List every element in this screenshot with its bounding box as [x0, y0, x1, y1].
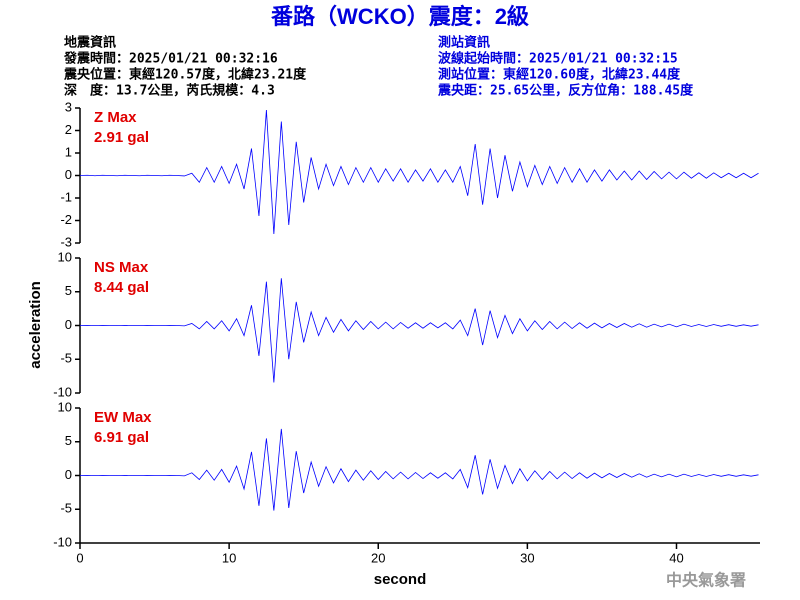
- panel-label: EW Max: [94, 409, 152, 426]
- y-tick-label: -5: [60, 501, 72, 516]
- y-tick-label: 0: [65, 167, 72, 182]
- info-line: 震央距：25.65公里，反方位角：188.45度: [437, 83, 694, 99]
- y-tick-label: 1: [65, 144, 72, 159]
- panel-max: 8.44 gal: [94, 279, 149, 296]
- y-tick-label: 3: [65, 99, 72, 114]
- info-line: 地震資訊: [64, 35, 116, 51]
- info-line: 測站資訊: [438, 35, 490, 51]
- panel-label: NS Max: [94, 259, 149, 276]
- panel-max: 2.91 gal: [94, 129, 149, 146]
- info-line: 震央位置：東經120.57度，北緯23.21度: [63, 67, 307, 83]
- y-tick-label: 5: [65, 283, 72, 298]
- y-tick-label: 2: [65, 122, 72, 137]
- y-tick-label: -5: [60, 351, 72, 366]
- x-tick-label: 30: [520, 550, 534, 565]
- y-tick-label: 10: [58, 249, 72, 264]
- info-line: 測站位置：東經120.60度，北緯23.44度: [438, 67, 681, 83]
- y-tick-label: 0: [65, 467, 72, 482]
- y-tick-label: -2: [60, 212, 72, 227]
- y-tick-label: 10: [58, 399, 72, 414]
- y-tick-label: -10: [53, 534, 72, 549]
- x-axis-label: second: [374, 571, 427, 588]
- y-tick-label: -10: [53, 384, 72, 399]
- panel-label: Z Max: [94, 109, 137, 126]
- info-line: 深 度：13.7公里，芮氏規模：4.3: [64, 83, 275, 99]
- x-tick-label: 40: [669, 550, 683, 565]
- x-tick-label: 20: [371, 550, 385, 565]
- y-tick-label: 0: [65, 317, 72, 332]
- panel-max: 6.91 gal: [94, 429, 149, 446]
- waveform: [79, 428, 759, 511]
- x-tick-label: 0: [76, 550, 83, 565]
- footer: 中央氣象署: [666, 571, 746, 590]
- info-line: 發震時間：2025/01/21 00:32:16: [63, 51, 278, 67]
- y-tick-label: 5: [65, 433, 72, 448]
- y-axis-label: acceleration: [27, 281, 44, 369]
- waveform: [79, 278, 759, 383]
- waveform: [79, 110, 759, 235]
- info-line: 波線起始時間：2025/01/21 00:32:15: [438, 51, 678, 67]
- y-tick-label: -3: [60, 234, 72, 249]
- chart-title: 番路（WCKO）震度：2級: [270, 4, 529, 29]
- x-tick-label: 10: [222, 550, 236, 565]
- y-tick-label: -1: [60, 189, 72, 204]
